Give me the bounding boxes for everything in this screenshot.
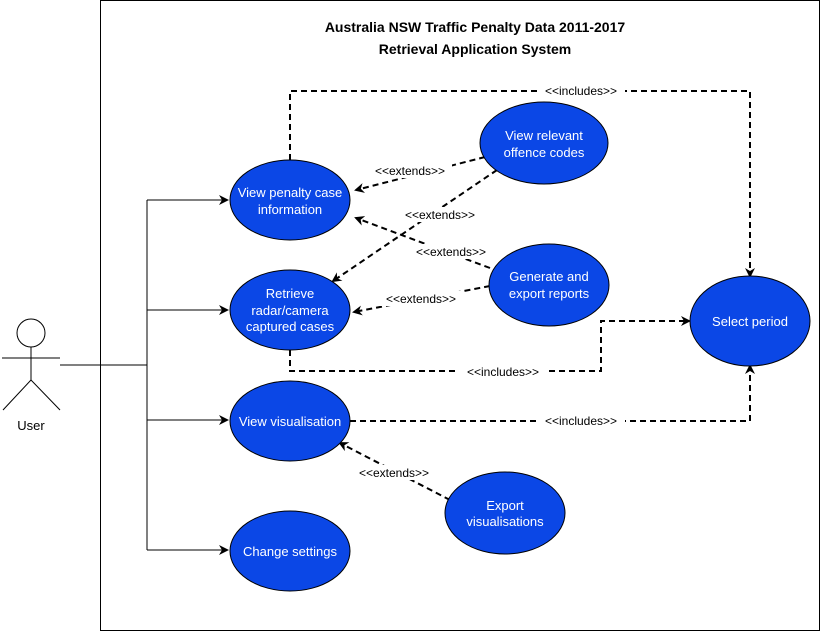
use-case-label: Generate and [509,269,589,284]
includes-retrieve-label: <<includes>> [467,365,539,379]
use-case-label: export reports [509,286,590,301]
use-case-label: Retrieve [266,286,314,301]
relations: <<includes>> <<extends>> <<extends>> <<e… [289,83,755,501]
use-case-label: View relevant [505,128,583,143]
use-case-label: information [258,202,322,217]
includes-top-label: <<includes>> [545,84,617,98]
use-case-label: View visualisation [239,414,341,429]
use-case-change-settings[interactable]: Change settings [229,510,351,592]
actor-leg-left [2,379,32,411]
extends-reports-retrieve-line [352,285,491,316]
use-case-select-period[interactable]: Select period [689,275,811,367]
actor-user: User [2,318,61,433]
includes-top-line [289,90,755,278]
use-case-view-visualisation[interactable]: View visualisation [229,380,351,462]
use-case-export-visualisations[interactable]: Export visualisations [444,471,566,555]
actor-associations [60,195,229,555]
includes-visualisation-line [350,364,755,422]
system-title-line2: Retrieval Application System [379,41,571,57]
use-case-label: radar/camera [251,303,329,318]
includes-retrieve-line [289,316,691,372]
extends-offence-retrieve-line [331,169,498,283]
actor-head [16,318,46,348]
extends-reports-retrieve-label: <<extends>> [386,292,456,306]
extends-reports-penalty-label: <<extends>> [416,245,486,259]
use-case-label: View penalty case [238,185,343,200]
extends-offence-penalty-line [354,156,486,193]
includes-visualisation-label: <<includes>> [545,414,617,428]
use-case-label: Select period [712,314,788,329]
extends-reports-penalty-line [354,216,491,269]
system-title-line1: Australia NSW Traffic Penalty Data 2011-… [325,19,626,35]
extends-export-visualisation-label: <<extends>> [359,466,429,480]
use-case-label: Export [486,498,524,513]
use-case-generate-reports[interactable]: Generate and export reports [488,243,610,327]
use-case-view-offence-codes[interactable]: View relevant offence codes [479,101,609,185]
use-case-label: Change settings [243,544,337,559]
actor-leg-right [30,379,61,411]
extends-offence-retrieve-label: <<extends>> [405,208,475,222]
actor-label: User [17,418,45,433]
use-case-retrieve-cases[interactable]: Retrieve radar/camera captured cases [229,269,351,351]
use-case-label: visualisations [466,514,544,529]
use-case-label: captured cases [246,319,335,334]
use-case-label: offence codes [504,145,585,160]
use-case-view-penalty[interactable]: View penalty case information [229,159,351,241]
extends-offence-penalty-label: <<extends>> [375,164,445,178]
